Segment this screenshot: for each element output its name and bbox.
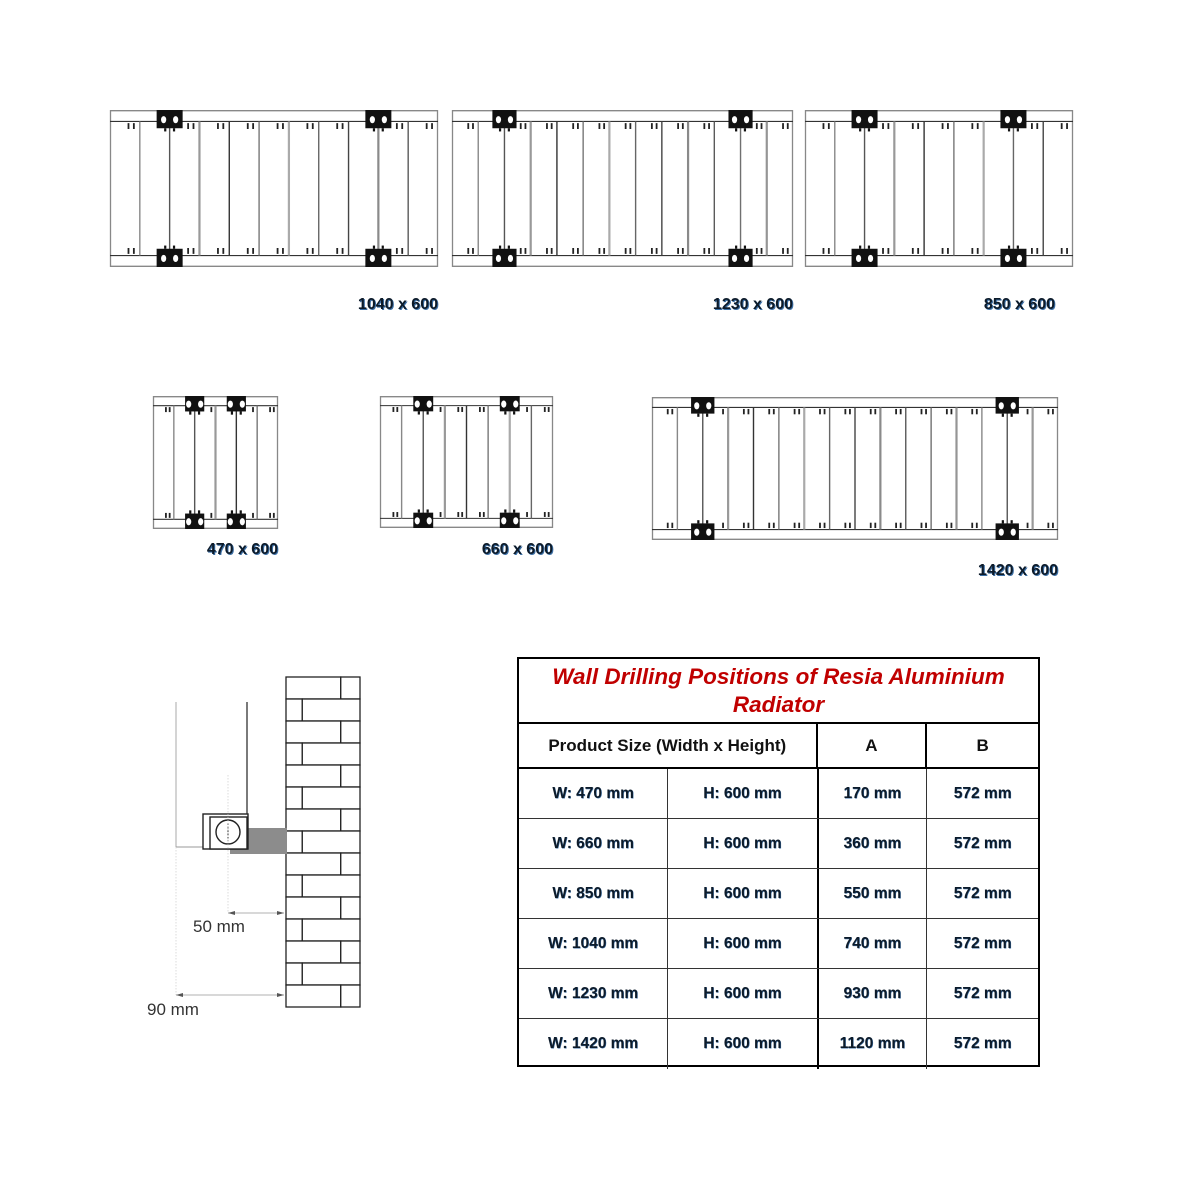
svg-text:90 mm: 90 mm xyxy=(147,1000,199,1019)
svg-text:50 mm: 50 mm xyxy=(193,917,245,936)
